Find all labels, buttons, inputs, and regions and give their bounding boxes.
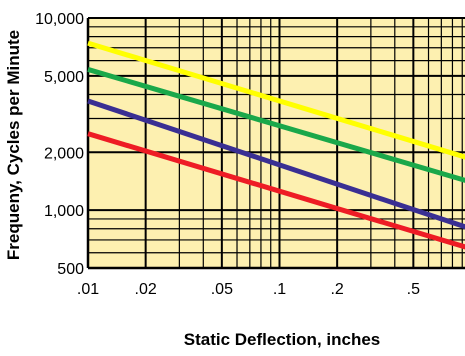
x-tick-label: .02: [135, 281, 157, 298]
series-line-1: [87, 40, 465, 160]
y-tick-label: 1,000: [44, 203, 84, 220]
x-tick-labels: .01.02.05.1.2.51: [77, 281, 420, 298]
y-tick-label: 2,000: [44, 145, 84, 162]
x-tick-label: .1: [273, 281, 286, 298]
x-tick-label: .5: [407, 281, 420, 298]
y-tick-label: 500: [57, 261, 84, 278]
x-tick-label: .01: [77, 281, 99, 298]
x-axis-title: Static Deflection, inches: [184, 330, 381, 349]
series-line-3: [87, 98, 465, 230]
y-tick-label: 5,000: [44, 69, 84, 86]
minor-grid: [88, 18, 465, 268]
y-tick-labels: 500 1,000 2,000 5,000 10,000: [35, 11, 84, 278]
y-tick-label: 10,000: [35, 11, 84, 28]
series-lines: [87, 40, 465, 250]
series-line-2: [87, 67, 465, 183]
x-tick-label: .2: [330, 281, 343, 298]
x-tick-label: .05: [211, 281, 233, 298]
y-axis-title: Frequeny, Cycles per Minute: [4, 30, 23, 260]
series-line-4: [87, 131, 465, 250]
